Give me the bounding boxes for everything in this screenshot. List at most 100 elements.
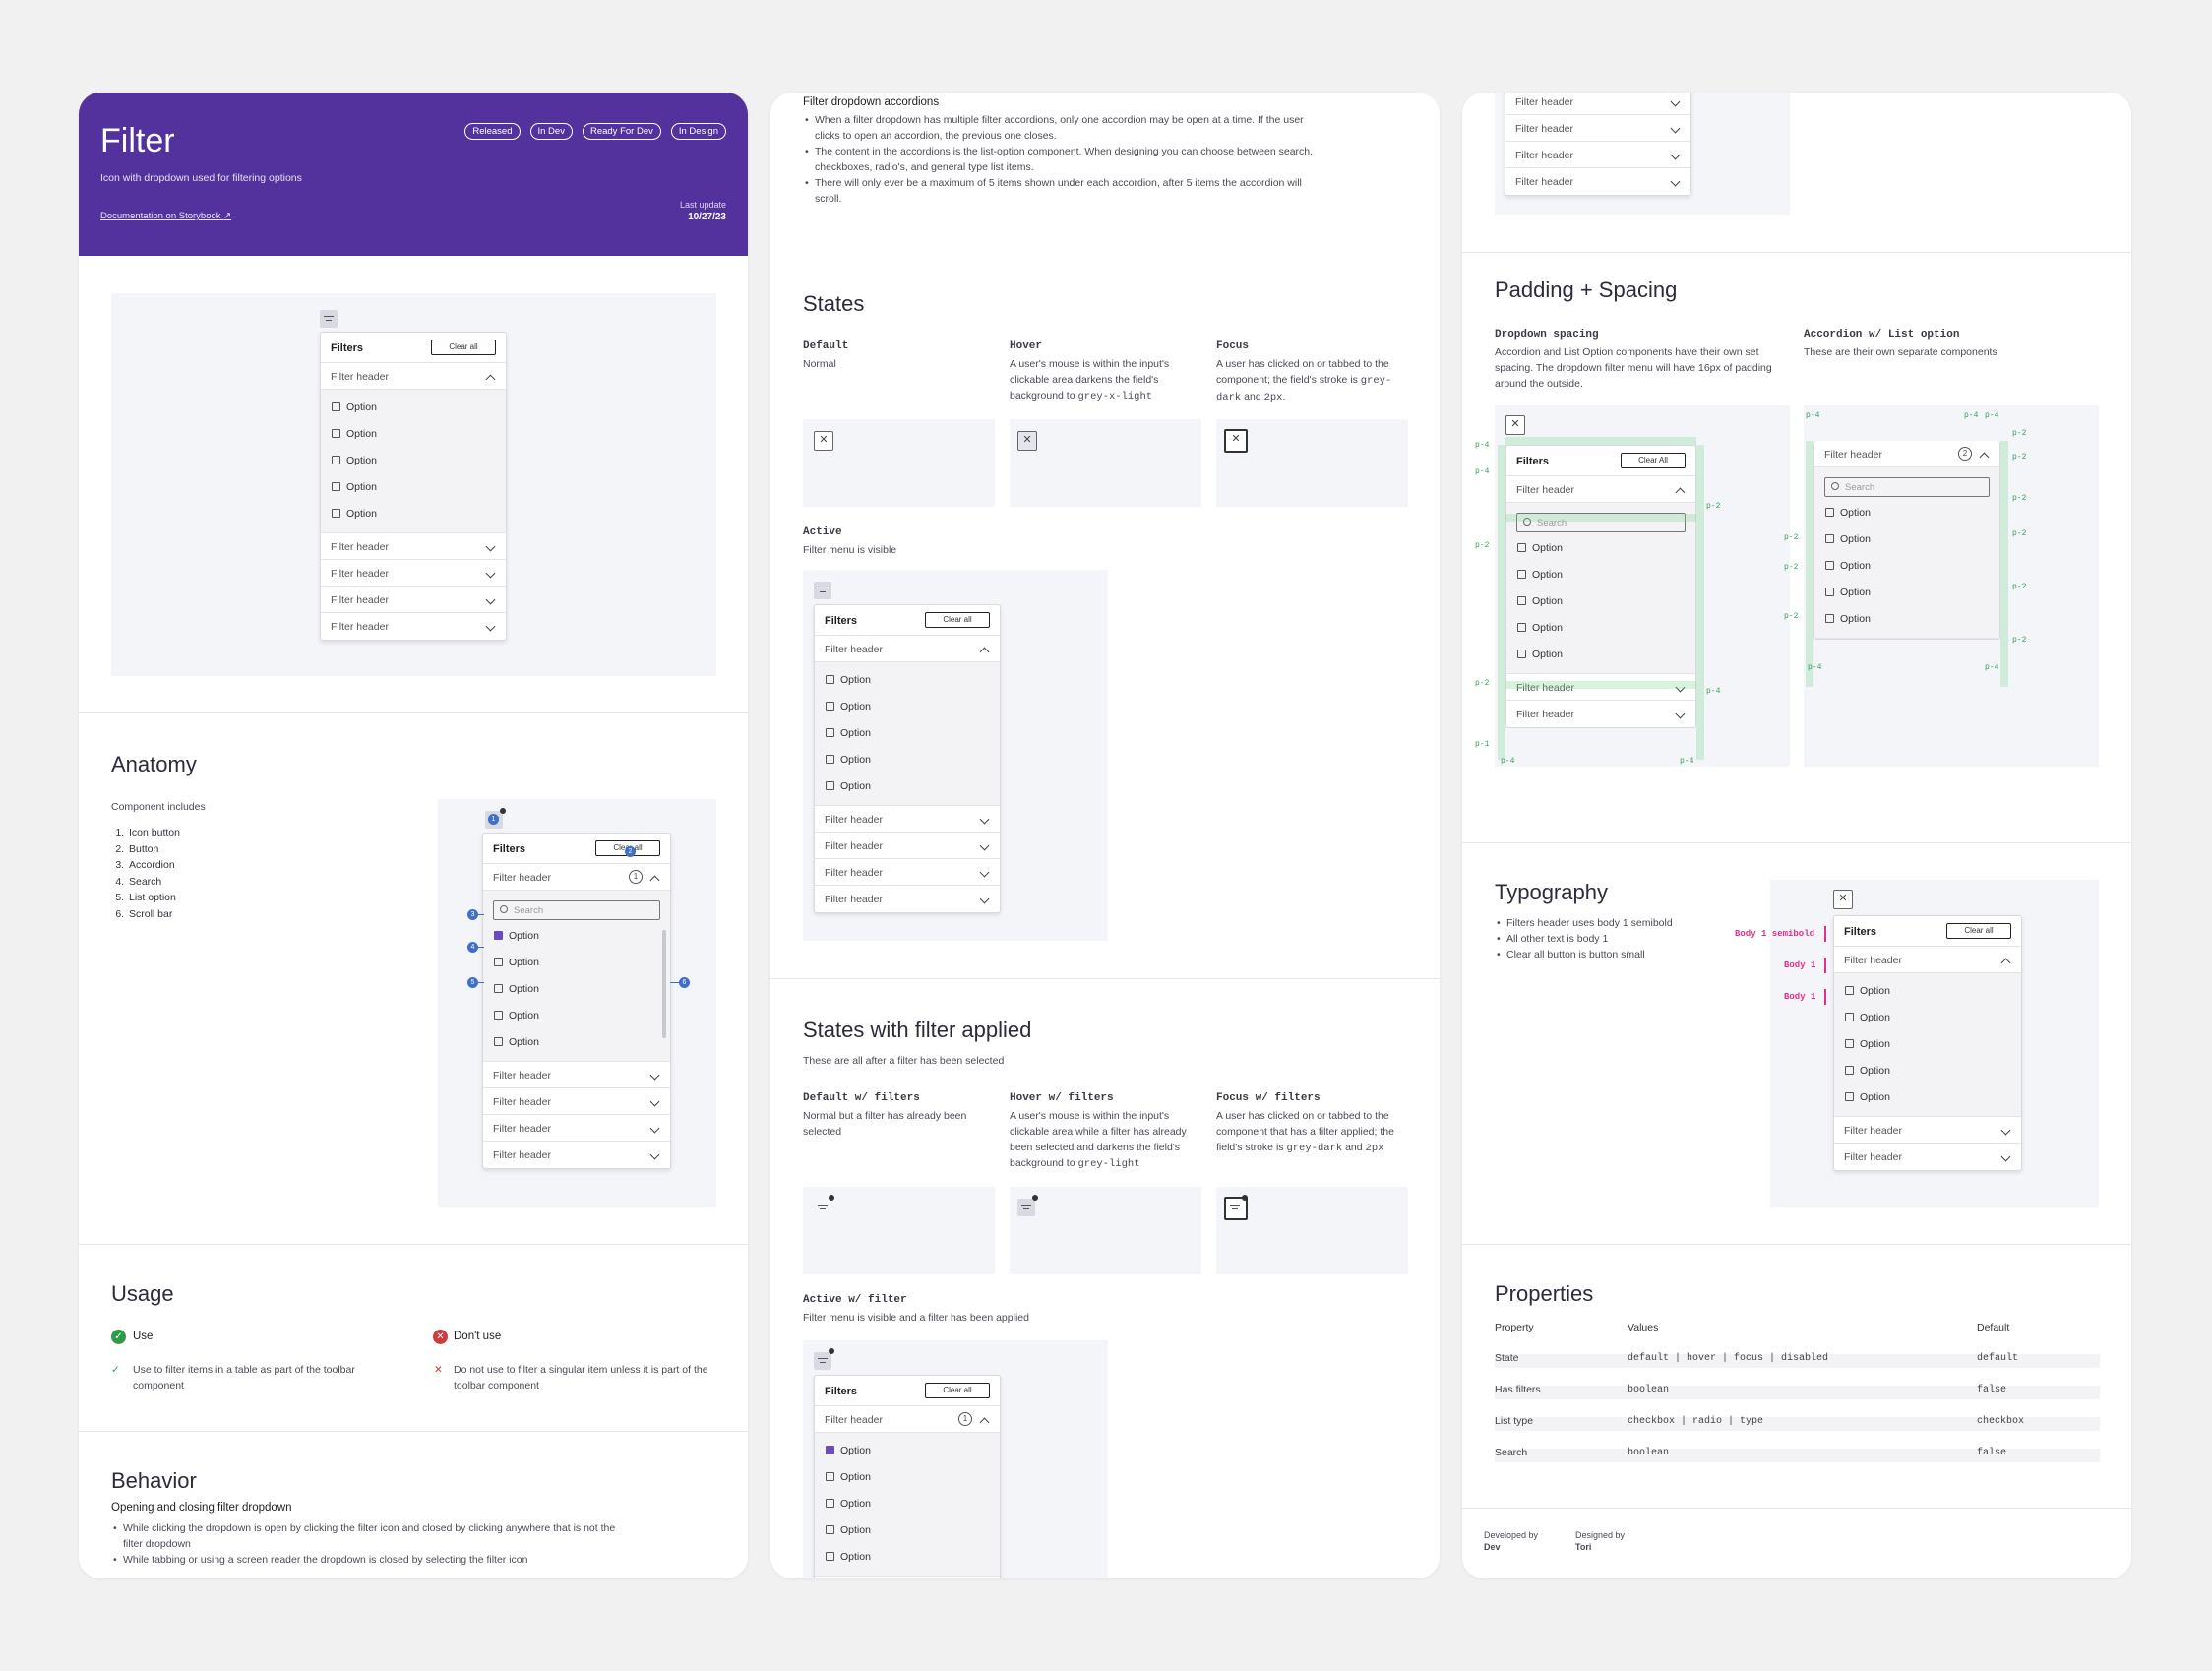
list-option[interactable]: Option (815, 1437, 1000, 1463)
accordion-header[interactable]: Filter header (483, 1088, 670, 1115)
checkbox-icon[interactable] (826, 675, 834, 684)
doc-link-text[interactable]: Documentation on Storybook (100, 211, 221, 221)
list-option[interactable]: Option (815, 693, 1000, 719)
list-option[interactable]: Option (483, 922, 670, 949)
checkbox-icon[interactable] (494, 1011, 503, 1020)
accordion-header[interactable]: Filter header 2 (1814, 441, 1999, 467)
list-option[interactable]: Option (815, 773, 1000, 799)
close-icon[interactable]: ✕ (1017, 431, 1037, 451)
list-option[interactable]: Option (1814, 605, 1999, 632)
accordion-header[interactable]: Filter header (1505, 115, 1690, 142)
documentation-link[interactable]: Documentation on Storybook ↗ (100, 211, 231, 221)
list-option[interactable]: Option (815, 666, 1000, 693)
list-option[interactable]: Option (483, 949, 670, 975)
search-input[interactable]: Search (1516, 513, 1686, 532)
list-option[interactable]: Option (483, 1002, 670, 1028)
checkbox-icon[interactable] (826, 728, 834, 737)
list-option[interactable]: Option (815, 1543, 1000, 1570)
checkbox-icon[interactable] (1825, 614, 1834, 623)
clear-all-button[interactable]: Clear all (925, 1383, 990, 1398)
accordion-header[interactable]: Filter header (1505, 142, 1690, 168)
list-option[interactable]: Option (815, 1516, 1000, 1543)
list-option[interactable]: Option (1834, 1057, 2021, 1083)
checkbox-icon[interactable] (1845, 1092, 1854, 1101)
filter-icon[interactable] (814, 582, 831, 599)
accordion-header[interactable]: Filter header (483, 1115, 670, 1142)
list-option[interactable]: Option (483, 1028, 670, 1055)
filter-icon[interactable] (814, 1199, 831, 1216)
checkbox-icon[interactable] (1825, 561, 1834, 570)
accordion-header[interactable]: Filter header (815, 833, 1000, 859)
accordion-header[interactable]: Filter header (1506, 674, 1695, 701)
list-option[interactable]: Option (1506, 641, 1695, 667)
list-option[interactable]: Option (321, 420, 506, 447)
accordion-header[interactable]: Filter header (321, 533, 506, 560)
list-option[interactable]: Option (1834, 1004, 2021, 1030)
clear-all-button[interactable]: Clear all (1946, 923, 2011, 939)
close-icon[interactable]: ✕ (1833, 890, 1853, 909)
accordion-header[interactable]: Filter header (815, 886, 1000, 912)
checkbox-icon[interactable] (332, 509, 340, 518)
accordion-header[interactable]: Filter header (321, 613, 506, 640)
list-option[interactable]: Option (1506, 561, 1695, 588)
checkbox-icon[interactable] (826, 1446, 834, 1454)
accordion-header[interactable]: Filter header 1 (483, 864, 670, 891)
list-option[interactable]: Option (815, 1490, 1000, 1516)
list-option[interactable]: Option (815, 746, 1000, 773)
list-option[interactable]: Option (321, 394, 506, 420)
accordion-header[interactable]: Filter header (815, 806, 1000, 833)
search-input[interactable]: Search (493, 900, 660, 920)
clear-all-button[interactable]: Clear All (1621, 453, 1686, 468)
checkbox-icon[interactable] (332, 429, 340, 438)
checkbox-icon[interactable] (826, 702, 834, 711)
checkbox-icon[interactable] (1825, 588, 1834, 596)
checkbox-icon[interactable] (494, 931, 503, 940)
list-option[interactable]: Option (1506, 534, 1695, 561)
accordion-header[interactable]: Filter header (321, 560, 506, 587)
checkbox-icon[interactable] (1517, 596, 1526, 605)
list-option[interactable]: Option (1506, 614, 1695, 641)
search-input[interactable]: Search (1824, 477, 1990, 497)
checkbox-icon[interactable] (494, 958, 503, 966)
checkbox-icon[interactable] (1517, 570, 1526, 579)
list-option[interactable]: Option (321, 447, 506, 473)
close-icon[interactable]: ✕ (814, 431, 833, 451)
accordion-header[interactable]: Filter header (483, 1062, 670, 1088)
checkbox-icon[interactable] (332, 456, 340, 464)
list-option[interactable]: Option (1834, 977, 2021, 1004)
checkbox-icon[interactable] (826, 1525, 834, 1534)
list-option[interactable]: Option (1834, 1030, 2021, 1057)
filter-icon[interactable] (1017, 1199, 1035, 1216)
scroll-bar[interactable] (662, 930, 666, 1038)
accordion-header[interactable]: Filter header (1505, 93, 1690, 115)
accordion-header[interactable]: Filter header 1 (815, 1406, 1000, 1433)
filter-icon[interactable] (814, 1352, 831, 1370)
checkbox-icon[interactable] (494, 984, 503, 993)
filter-icon[interactable] (320, 310, 338, 328)
clear-all-button[interactable]: Clear all (925, 612, 990, 628)
checkbox-icon[interactable] (1517, 623, 1526, 632)
list-option[interactable]: Option (1834, 1083, 2021, 1110)
checkbox-icon[interactable] (494, 1037, 503, 1046)
accordion-header[interactable]: Filter header (1506, 476, 1695, 503)
close-icon[interactable]: ✕ (1224, 429, 1248, 453)
filter-icon[interactable] (1224, 1197, 1248, 1220)
list-option[interactable]: Option (815, 1463, 1000, 1490)
accordion-header[interactable]: Filter header (321, 587, 506, 613)
list-option[interactable]: Option (1814, 499, 1999, 526)
accordion-header[interactable]: Filter header (815, 636, 1000, 662)
list-option[interactable]: Option (1814, 579, 1999, 605)
list-option[interactable]: Option (321, 500, 506, 526)
list-option[interactable]: Option (321, 473, 506, 500)
accordion-header[interactable]: Filter header (483, 1142, 670, 1168)
accordion-header[interactable]: Filter header (815, 859, 1000, 886)
list-option[interactable]: Option (1814, 552, 1999, 579)
checkbox-icon[interactable] (1825, 534, 1834, 543)
checkbox-icon[interactable] (1517, 650, 1526, 658)
checkbox-icon[interactable] (826, 1499, 834, 1508)
checkbox-icon[interactable] (826, 755, 834, 764)
accordion-header[interactable]: Filter header (1834, 947, 2021, 973)
checkbox-icon[interactable] (1517, 543, 1526, 552)
checkbox-icon[interactable] (826, 1552, 834, 1561)
list-option[interactable]: Option (815, 719, 1000, 746)
